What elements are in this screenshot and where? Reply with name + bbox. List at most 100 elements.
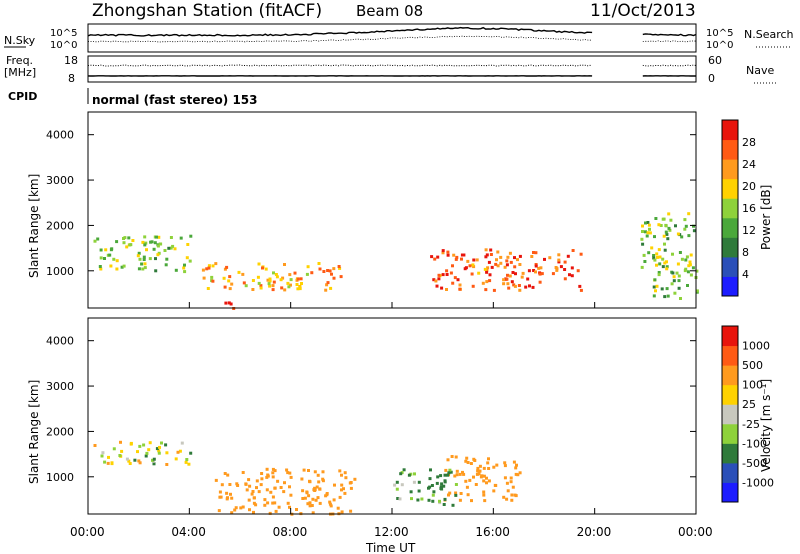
heatmap-cell [142, 255, 146, 259]
heatmap-cell [486, 266, 490, 270]
heatmap-cell [227, 279, 231, 283]
heatmap-cell [279, 278, 283, 282]
power-colorbar: 28 24 20 16 12 8 4 [721, 119, 756, 297]
heatmap-cell [274, 509, 278, 513]
heatmap-cell [257, 262, 261, 266]
heatmap-cell [329, 286, 333, 290]
noise-right-tick-bottom: 10^0 [706, 40, 733, 51]
heatmap-cell [313, 488, 317, 491]
heatmap-cell [343, 491, 347, 495]
heatmap-cell [655, 284, 659, 288]
heatmap-cell [337, 265, 341, 268]
noise-search-label: N.Search [744, 28, 794, 41]
heatmap-cell [142, 443, 146, 447]
heatmap-cell [289, 278, 293, 282]
heatmap-cell [349, 481, 353, 484]
heatmap-cell [308, 480, 312, 484]
heatmap-cell [279, 486, 283, 489]
heatmap-cell [136, 450, 139, 454]
heatmap-cell [286, 501, 290, 505]
heatmap-cell [687, 212, 691, 216]
y-tick-label: 4000 [46, 129, 74, 142]
heatmap-cell [288, 273, 292, 277]
noise-left-tick-top: 10^5 [50, 28, 77, 39]
colorbar-swatch [722, 159, 738, 180]
heatmap-cell [145, 451, 149, 455]
heatmap-cell [664, 223, 668, 227]
heatmap-cell [671, 271, 675, 275]
heatmap-cell [557, 253, 561, 257]
heatmap-cell [301, 497, 305, 500]
heatmap-cell [244, 284, 248, 288]
freq-trace [87, 64, 697, 67]
heatmap-cell [687, 264, 691, 268]
heatmap-cell [165, 257, 169, 261]
heatmap-cell [671, 252, 674, 256]
heatmap-cell [251, 490, 255, 493]
heatmap-cell [513, 493, 517, 497]
colorbar-swatch [722, 384, 738, 405]
heatmap-cell [188, 259, 192, 263]
heatmap-cell [506, 282, 510, 286]
colorbar-tick-label: -100 [742, 437, 767, 450]
colorbar-swatch [722, 423, 738, 444]
colorbar-tick-label: 12 [742, 224, 756, 237]
heatmap-cell [668, 228, 672, 232]
colorbar-swatch [722, 178, 738, 199]
heatmap-cell [483, 499, 487, 503]
heatmap-cell [579, 288, 583, 292]
heatmap-cell [137, 459, 141, 463]
heatmap-cell [214, 478, 218, 482]
colorbar-swatch [722, 345, 738, 366]
heatmap-cell [219, 495, 223, 499]
heatmap-cell [446, 473, 450, 477]
heatmap-cell [551, 272, 555, 276]
heatmap-cell [153, 241, 157, 245]
heatmap-cell [136, 254, 140, 258]
heatmap-cell [445, 273, 449, 276]
heatmap-cell [685, 255, 689, 259]
heatmap-cell [441, 249, 445, 253]
heatmap-cell [437, 277, 441, 281]
freq-label-line1: Freq. [6, 54, 33, 67]
heatmap-cell [453, 276, 457, 280]
heatmap-cell [98, 265, 102, 268]
heatmap-cell [300, 477, 304, 481]
heatmap-cell [431, 493, 435, 497]
heatmap-cell [454, 455, 458, 459]
heatmap-cell [242, 281, 246, 285]
heatmap-cell [674, 224, 677, 228]
heatmap-cell [120, 265, 124, 269]
heatmap-cell [494, 484, 498, 487]
heatmap-cell [184, 460, 188, 464]
heatmap-cell [325, 283, 329, 287]
heatmap-cell [555, 268, 559, 272]
colorbar-tick-label: -1000 [742, 476, 774, 489]
heatmap-cell [670, 282, 674, 286]
heatmap-cell [250, 492, 254, 496]
heatmap-cell [176, 450, 180, 454]
heatmap-cell [144, 454, 148, 458]
heatmap-cell [274, 273, 278, 276]
heatmap-cell [289, 475, 293, 479]
x-tick-label: 00:00 [678, 525, 713, 539]
colorbar-tick-label: 500 [742, 359, 763, 372]
heatmap-cell [477, 271, 481, 275]
heatmap-cell [440, 487, 444, 491]
heatmap-cell [652, 256, 656, 260]
heatmap-cell [534, 270, 537, 274]
heatmap-cell [100, 454, 104, 458]
heatmap-cell [486, 461, 490, 465]
heatmap-cell [483, 267, 487, 271]
heatmap-cell [306, 265, 310, 269]
heatmap-cell [119, 440, 122, 444]
colorbar-swatch [722, 139, 738, 160]
heatmap-cell [281, 276, 285, 280]
heatmap-cell [277, 505, 281, 509]
heatmap-cell [183, 270, 187, 274]
colorbar-swatch [722, 256, 738, 277]
heatmap-cell [148, 257, 152, 261]
heatmap-cell [318, 487, 322, 491]
heatmap-cell [311, 511, 315, 515]
noise-left-tick-bottom: 10^0 [50, 40, 77, 51]
